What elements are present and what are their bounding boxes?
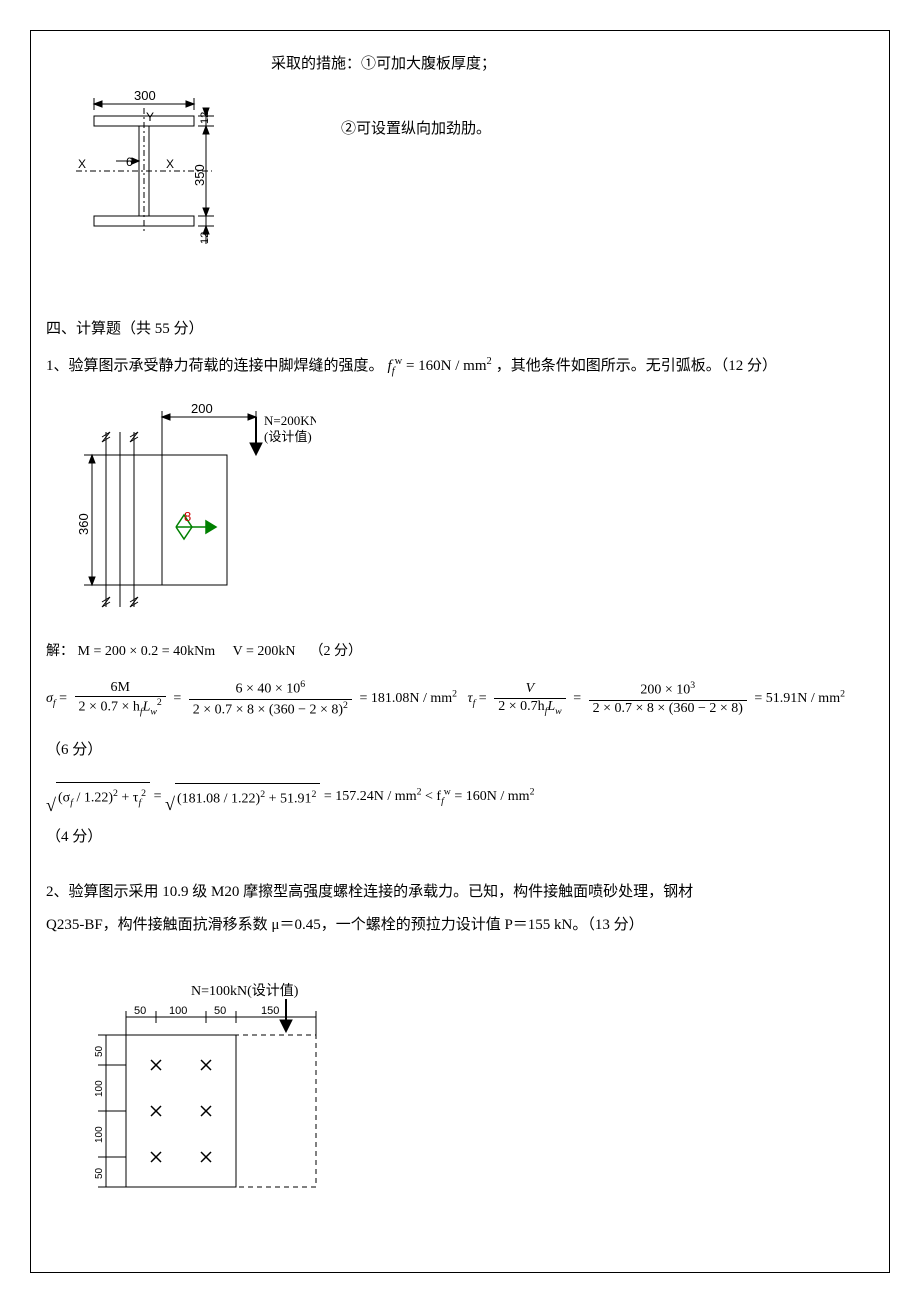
svg-text:50: 50 [94,1046,105,1058]
weld-diagram: 200 N=200KN (设计值) 360 8 [66,397,316,627]
sigma-tau-equation: σf = 6M 2 × 0.7 × hfLw2 = 6 × 40 × 106 2… [46,679,874,719]
svg-text:8: 8 [184,509,191,524]
svg-text:(设计值): (设计值) [264,429,312,444]
svg-text:150: 150 [261,1005,279,1017]
svg-text:200: 200 [191,401,213,416]
q2-line2: Q235-BF，构件接触面抗滑移系数 μ＝0.45，一个螺栓的预拉力设计值 P＝… [46,909,874,942]
bolt-diagram: N=100kN(设计值) 50 100 50 150 50 [66,977,366,1207]
axis-x-right: X [166,157,174,171]
sol-prefix: 解： [46,644,74,659]
row-diagram-and-measure2: 300 Y X X 6 12 [46,86,874,261]
measures-line-2: ②可设置纵向加劲肋。 [341,116,491,143]
q2-line1: 2、验算图示采用 10.9 级 M20 摩擦型高强度螺栓连接的承载力。已知，构件… [46,876,874,909]
q1-formula: ffw = 160N / mm2 [388,353,492,382]
svg-text:N=200KN: N=200KN [264,413,316,428]
score-6: （6 分） [46,737,874,764]
dim-300: 300 [134,88,156,103]
svg-text:100: 100 [94,1126,105,1143]
svg-text:360: 360 [76,513,91,535]
svg-text:N=100kN(设计值): N=100kN(设计值) [191,983,299,999]
solution-line-mv: 解： M = 200 × 0.2 = 40kNm V = 200kN （2 分） [46,639,874,664]
section-4-heading: 四、计算题（共 55 分） [46,316,874,343]
v-equation: V = 200kN [233,644,299,659]
measures-line-1: 采取的措施：①可加大腹板厚度； [271,51,874,78]
svg-text:100: 100 [169,1005,187,1017]
score-4: （4 分） [46,824,874,851]
combined-stress-equation: √ (σf / 1.22)2 + τf2 = √ (181.08 / 1.22)… [46,782,874,812]
q1-text: 1、验算图示承受静力荷载的连接中脚焊缝的强度。 ffw = 160N / mm2… [46,353,874,382]
axis-x-left: X [78,157,86,171]
svg-text:100: 100 [94,1080,105,1097]
m-equation: M = 200 × 0.2 = 40kNm [78,644,219,659]
ibeam-diagram: 300 Y X X 6 12 [46,86,221,261]
svg-text:Y: Y [146,110,154,124]
svg-text:50: 50 [94,1168,105,1180]
score-2: （2 分） [310,644,363,659]
q1-suffix: ，其他条件如图所示。无引弧板。（12 分） [496,353,777,380]
svg-text:12: 12 [199,112,211,124]
svg-text:50: 50 [134,1005,146,1017]
q1-prefix: 1、验算图示承受静力荷载的连接中脚焊缝的强度。 [46,353,384,380]
svg-text:12: 12 [199,232,211,244]
page-frame: 采取的措施：①可加大腹板厚度； 300 Y X X [30,30,890,1273]
q2-text: 2、验算图示采用 10.9 级 M20 摩擦型高强度螺栓连接的承载力。已知，构件… [46,876,874,942]
svg-text:350: 350 [192,164,207,186]
svg-text:50: 50 [214,1005,226,1017]
